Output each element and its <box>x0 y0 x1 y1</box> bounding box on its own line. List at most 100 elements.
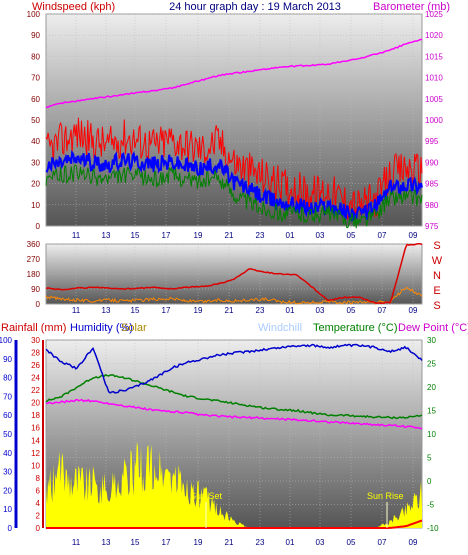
windchill-legend: Windchill <box>258 322 302 334</box>
wind-panel-marks <box>45 38 423 229</box>
rain-ytick-9: 18 <box>31 411 40 420</box>
wind-ytick-10: 100 <box>27 10 41 19</box>
rain-line <box>46 519 423 529</box>
dir-compass-2: N <box>433 270 441 282</box>
hum-ytick-7: 70 <box>3 392 12 401</box>
humidity-line <box>45 343 423 394</box>
dir-compass-4: S <box>433 240 440 252</box>
temp-xtick-6: 23 <box>256 538 265 547</box>
hum-ytick-4: 40 <box>3 449 12 458</box>
rain-ytick-11: 22 <box>31 386 40 395</box>
direction-line <box>45 242 423 304</box>
hum-ytick-1: 10 <box>3 505 12 514</box>
temp-panel-marks <box>45 343 423 529</box>
wind-xtick-11: 09 <box>409 231 418 240</box>
wind-xtick-4: 19 <box>194 231 203 240</box>
gust-direction-line <box>45 287 423 305</box>
wind-ytick-0: 0 <box>36 222 41 231</box>
dir-xtick-0: 11 <box>72 306 81 315</box>
wind-ytick-6: 60 <box>31 95 40 104</box>
rain-ytick-4: 8 <box>36 474 41 483</box>
hum-ytick-3: 30 <box>3 468 12 477</box>
dir-ytick-3: 270 <box>27 255 41 264</box>
temp-xtick-10: 07 <box>378 538 387 547</box>
windspeed-axis-title: Windspeed (kph) <box>32 1 115 13</box>
dir-ytick-4: 360 <box>27 240 41 249</box>
dir-xtick-11: 09 <box>409 306 418 315</box>
wind-xtick-6: 23 <box>256 231 265 240</box>
rain-ytick-6: 12 <box>31 449 40 458</box>
rain-ytick-12: 24 <box>31 374 40 383</box>
baro-ytick-6: 1005 <box>425 95 443 104</box>
temp-ytick-3: 5 <box>427 454 432 463</box>
temp-xtick-4: 19 <box>194 538 203 547</box>
rain-ytick-0: 0 <box>36 524 41 533</box>
temp-ytick-7: 25 <box>427 360 436 369</box>
solar-area <box>46 441 422 528</box>
temperature-line <box>45 373 423 420</box>
baro-ytick-2: 985 <box>425 180 439 189</box>
hum-ytick-9: 90 <box>3 355 12 364</box>
wind-xtick-9: 05 <box>347 231 356 240</box>
wind-ytick-7: 70 <box>31 74 40 83</box>
dir-ytick-1: 90 <box>31 285 40 294</box>
hum-ytick-2: 20 <box>3 486 12 495</box>
wind-xtick-3: 17 <box>162 231 171 240</box>
temp-xtick-3: 17 <box>162 538 171 547</box>
wind-ytick-9: 90 <box>31 31 40 40</box>
wind-ytick-5: 50 <box>31 116 40 125</box>
temp-ytick-0: -10 <box>427 524 439 533</box>
dir-compass-3: W <box>432 255 443 267</box>
temp-xtick-0: 11 <box>72 538 81 547</box>
direction-panel-grid <box>46 243 422 305</box>
baro-ytick-3: 990 <box>425 158 439 167</box>
wind-average-line <box>45 149 423 222</box>
hum-ytick-0: 0 <box>8 524 13 533</box>
dir-xtick-4: 19 <box>194 306 203 315</box>
wind-lull-line <box>45 164 423 229</box>
sunset-label: Sun Set <box>190 491 223 501</box>
temp-ytick-1: -5 <box>427 501 435 510</box>
baro-ytick-8: 1015 <box>425 52 443 61</box>
baro-ytick-1: 980 <box>425 201 439 210</box>
baro-ytick-9: 1020 <box>425 31 443 40</box>
temp-ytick-4: 10 <box>427 430 436 439</box>
dir-xtick-9: 05 <box>347 306 356 315</box>
temp-ytick-5: 15 <box>427 407 436 416</box>
dir-xtick-3: 17 <box>162 306 171 315</box>
dewpoint-legend: Dew Point (°C) <box>398 322 468 334</box>
dir-xtick-10: 07 <box>378 306 387 315</box>
temp-ytick-8: 30 <box>427 336 436 345</box>
rain-ytick-8: 16 <box>31 424 40 433</box>
dir-xtick-8: 03 <box>316 306 325 315</box>
rain-ytick-2: 4 <box>36 499 41 508</box>
hum-ytick-5: 50 <box>3 430 12 439</box>
baro-ytick-0: 975 <box>425 222 439 231</box>
rain-ytick-13: 26 <box>31 361 40 370</box>
temperature-legend: Temperature (°C) <box>313 322 397 334</box>
wind-panel-grid <box>46 13 422 227</box>
wind-ytick-2: 20 <box>31 180 40 189</box>
dir-ytick-0: 0 <box>36 300 41 309</box>
dir-xtick-2: 15 <box>131 306 140 315</box>
tick-labels: 0102030405060708090100975980985990995100… <box>0 10 443 547</box>
temp-panel-bg <box>45 339 423 529</box>
hum-ytick-6: 60 <box>3 411 12 420</box>
wind-ytick-4: 40 <box>31 137 40 146</box>
rain-ytick-10: 20 <box>31 399 40 408</box>
temp-xtick-5: 21 <box>225 538 234 547</box>
wind-xtick-1: 13 <box>102 231 111 240</box>
rain-ytick-1: 2 <box>36 511 41 520</box>
direction-panel-bg <box>45 243 423 305</box>
temp-xtick-7: 01 <box>286 538 295 547</box>
dir-ytick-2: 180 <box>27 270 41 279</box>
wind-ytick-1: 10 <box>31 201 40 210</box>
rain-ytick-15: 30 <box>31 336 40 345</box>
baro-ytick-7: 1010 <box>425 74 443 83</box>
barometer-line <box>45 38 423 109</box>
dewpoint-line <box>45 398 423 430</box>
wind-ytick-3: 30 <box>31 158 40 167</box>
rain-ytick-7: 14 <box>31 436 40 445</box>
wind-xtick-8: 03 <box>316 231 325 240</box>
barometer-axis-title: Barometer (mb) <box>373 1 450 13</box>
